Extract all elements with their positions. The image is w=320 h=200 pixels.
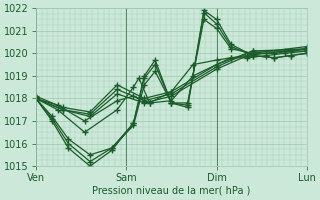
X-axis label: Pression niveau de la mer( hPa ): Pression niveau de la mer( hPa ) <box>92 186 251 196</box>
